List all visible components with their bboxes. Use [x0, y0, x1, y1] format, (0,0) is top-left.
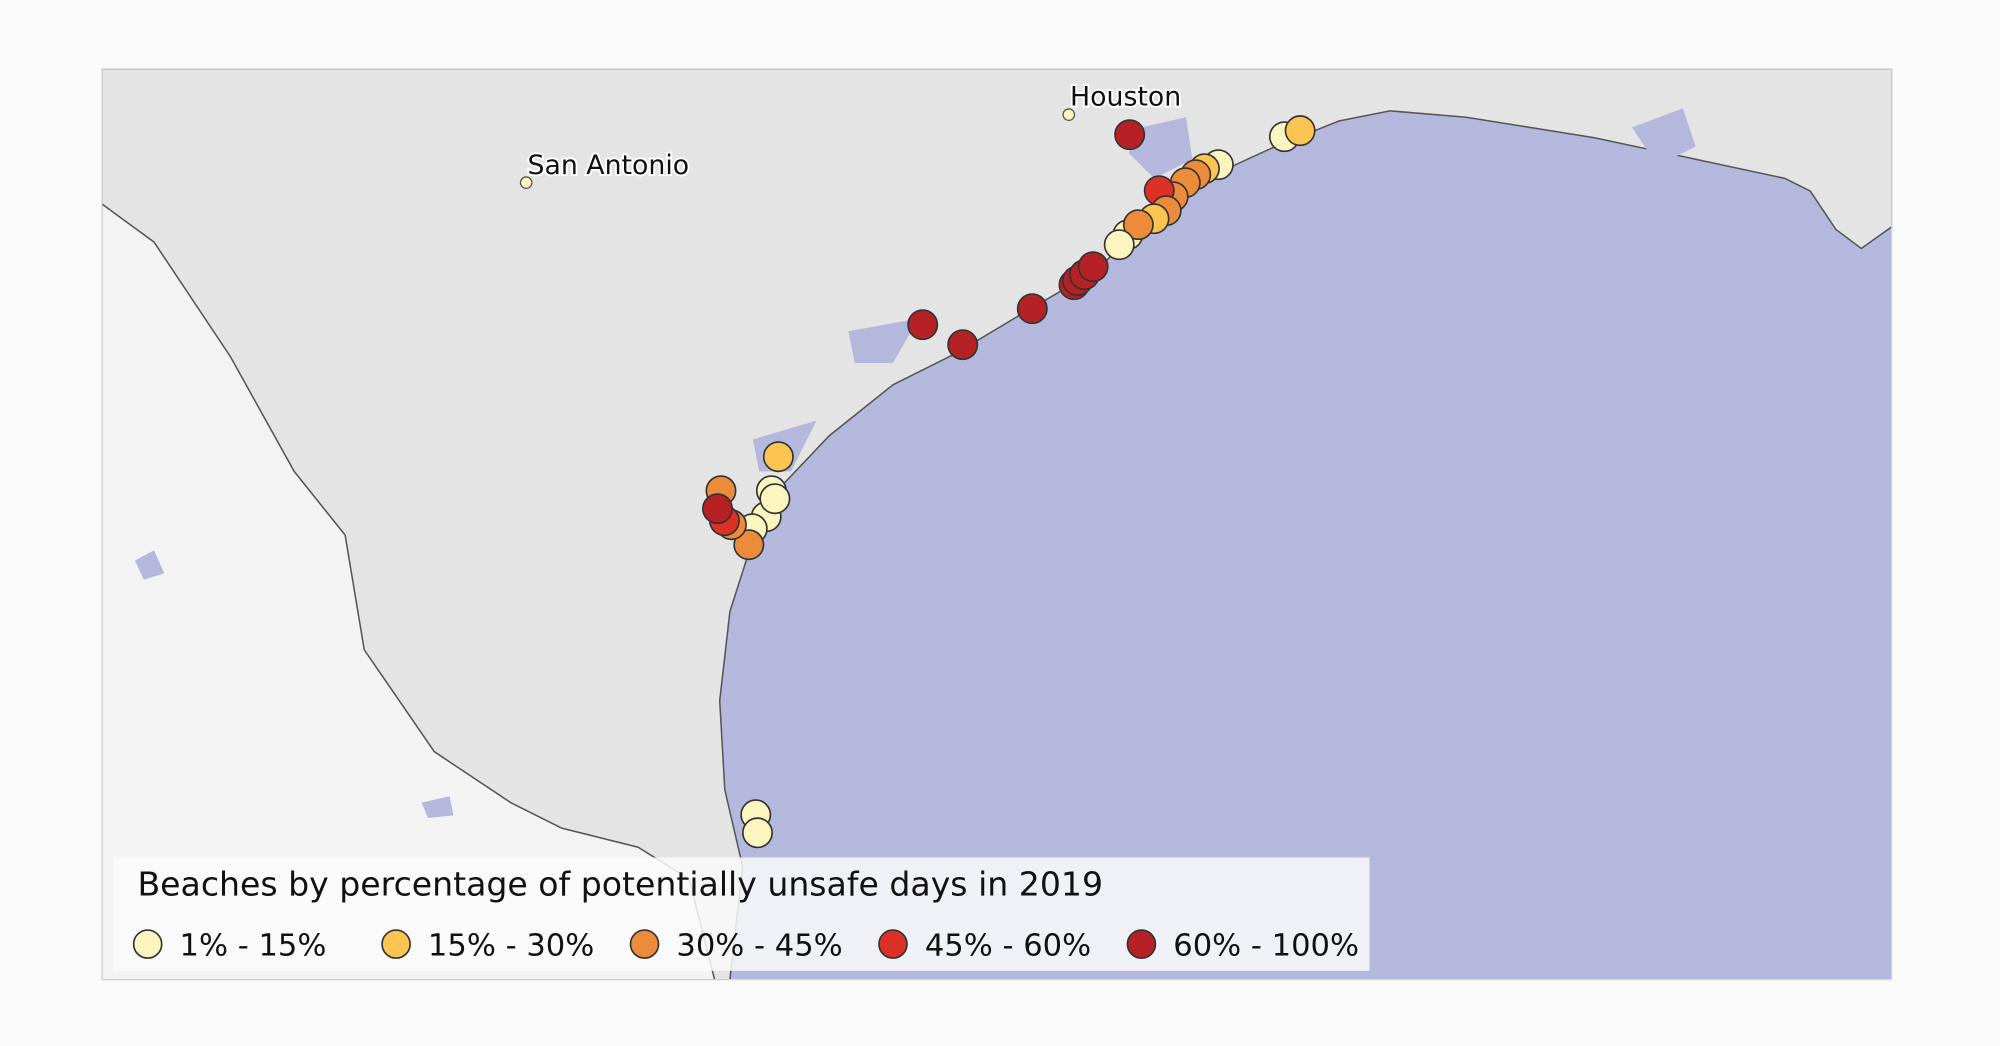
legend-title: Beaches by percentage of potentially uns… — [137, 865, 1103, 904]
beach-marker[interactable] — [1077, 251, 1109, 283]
beach-marker[interactable] — [1016, 293, 1048, 325]
city-dot — [1062, 108, 1076, 122]
lake — [134, 550, 165, 580]
legend: Beaches by percentage of potentially uns… — [113, 857, 1370, 971]
beach-marker[interactable] — [947, 329, 979, 361]
city-label: San Antonio — [527, 150, 689, 181]
city-dot — [519, 176, 533, 190]
legend-box — [113, 857, 1370, 971]
legend-swatch — [629, 929, 660, 959]
legend-label: 30% - 45% — [676, 929, 842, 964]
lake — [421, 796, 454, 818]
legend-label: 1% - 15% — [180, 929, 327, 964]
beach-marker[interactable] — [702, 493, 733, 525]
matagorda-bay — [848, 318, 919, 364]
beach-marker[interactable] — [759, 483, 791, 515]
beach-marker[interactable] — [733, 529, 765, 561]
beach-marker[interactable] — [1284, 115, 1316, 147]
legend-label: 15% - 30% — [428, 929, 594, 964]
legend-label: 45% - 60% — [925, 929, 1091, 964]
legend-swatch — [878, 929, 908, 959]
beach-marker[interactable] — [1103, 229, 1135, 261]
beach-marker[interactable] — [742, 817, 773, 849]
legend-swatch — [1126, 929, 1157, 959]
city-label: Houston — [1070, 82, 1181, 113]
legend-swatch — [381, 929, 411, 959]
legend-swatch — [132, 929, 163, 959]
legend-label: 60% - 100% — [1173, 929, 1359, 964]
beach-marker[interactable] — [907, 309, 939, 341]
beach-marker[interactable] — [1114, 119, 1146, 151]
beach-marker[interactable] — [1122, 209, 1154, 241]
beach-marker[interactable] — [762, 441, 794, 473]
